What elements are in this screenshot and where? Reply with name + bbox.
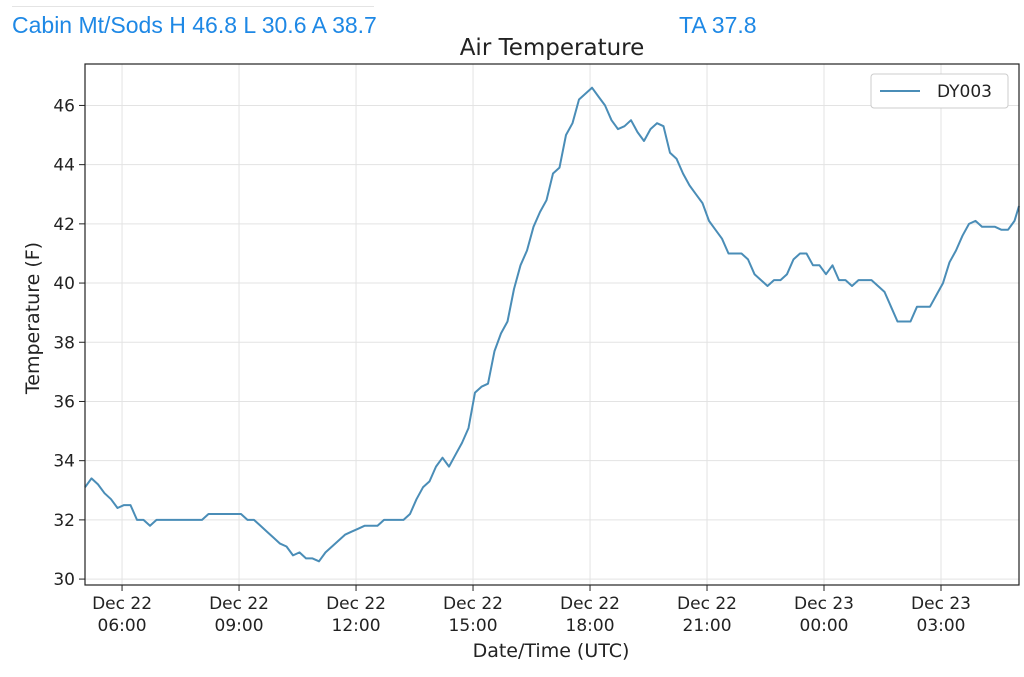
- x-tick-label-date: Dec 22: [443, 594, 503, 614]
- x-tick-label-date: Dec 23: [911, 594, 971, 614]
- x-tick-label-time: 00:00: [800, 616, 849, 636]
- x-tick-label-time: 09:00: [215, 616, 264, 636]
- y-tick-label: 46: [53, 96, 75, 116]
- x-tick-label-time: 03:00: [917, 616, 966, 636]
- x-tick-label-date: Dec 22: [92, 594, 152, 614]
- header-divider: [12, 6, 374, 7]
- y-tick-label: 36: [53, 392, 75, 412]
- x-tick-label-date: Dec 22: [326, 594, 386, 614]
- x-tick-label-date: Dec 22: [677, 594, 737, 614]
- legend-box: [870, 73, 1009, 109]
- x-tick-label-date: Dec 22: [560, 594, 620, 614]
- y-axis: 30 32 34 36 38 40 42 44 46: [53, 96, 85, 590]
- x-tick-label-time: 06:00: [98, 616, 147, 636]
- x-tick-label-time: 12:00: [332, 616, 381, 636]
- y-tick-label: 32: [53, 511, 75, 531]
- y-tick-label: 42: [53, 215, 75, 235]
- plot-area-frame: [84, 63, 1020, 586]
- ta-readout-label: TA 37.8: [679, 12, 757, 38]
- y-tick-label: 40: [53, 274, 75, 294]
- y-tick-label: 30: [53, 570, 75, 590]
- x-axis-title: Date/Time (UTC): [473, 640, 630, 662]
- y-axis-title: Temperature (F): [22, 242, 44, 395]
- y-tick-label: 38: [53, 333, 75, 353]
- station-stats-label: Cabin Mt/Sods H 46.8 L 30.6 A 38.7: [12, 12, 377, 38]
- y-tick-label: 44: [53, 156, 75, 176]
- x-tick-label-time: 15:00: [449, 616, 498, 636]
- x-tick-label-time: 21:00: [683, 616, 732, 636]
- chart-title: Air Temperature: [460, 35, 645, 61]
- series-line-dy003: [84, 86, 1020, 563]
- y-tick-label: 34: [53, 452, 75, 472]
- legend-label-dy003: DY003: [937, 82, 992, 102]
- grid-lines: [85, 64, 1019, 585]
- x-tick-label-date: Dec 23: [794, 594, 854, 614]
- series-layer: [84, 86, 1020, 563]
- legend: DY003: [870, 73, 1009, 109]
- x-tick-label-date: Dec 22: [209, 594, 269, 614]
- x-tick-label-time: 18:00: [566, 616, 615, 636]
